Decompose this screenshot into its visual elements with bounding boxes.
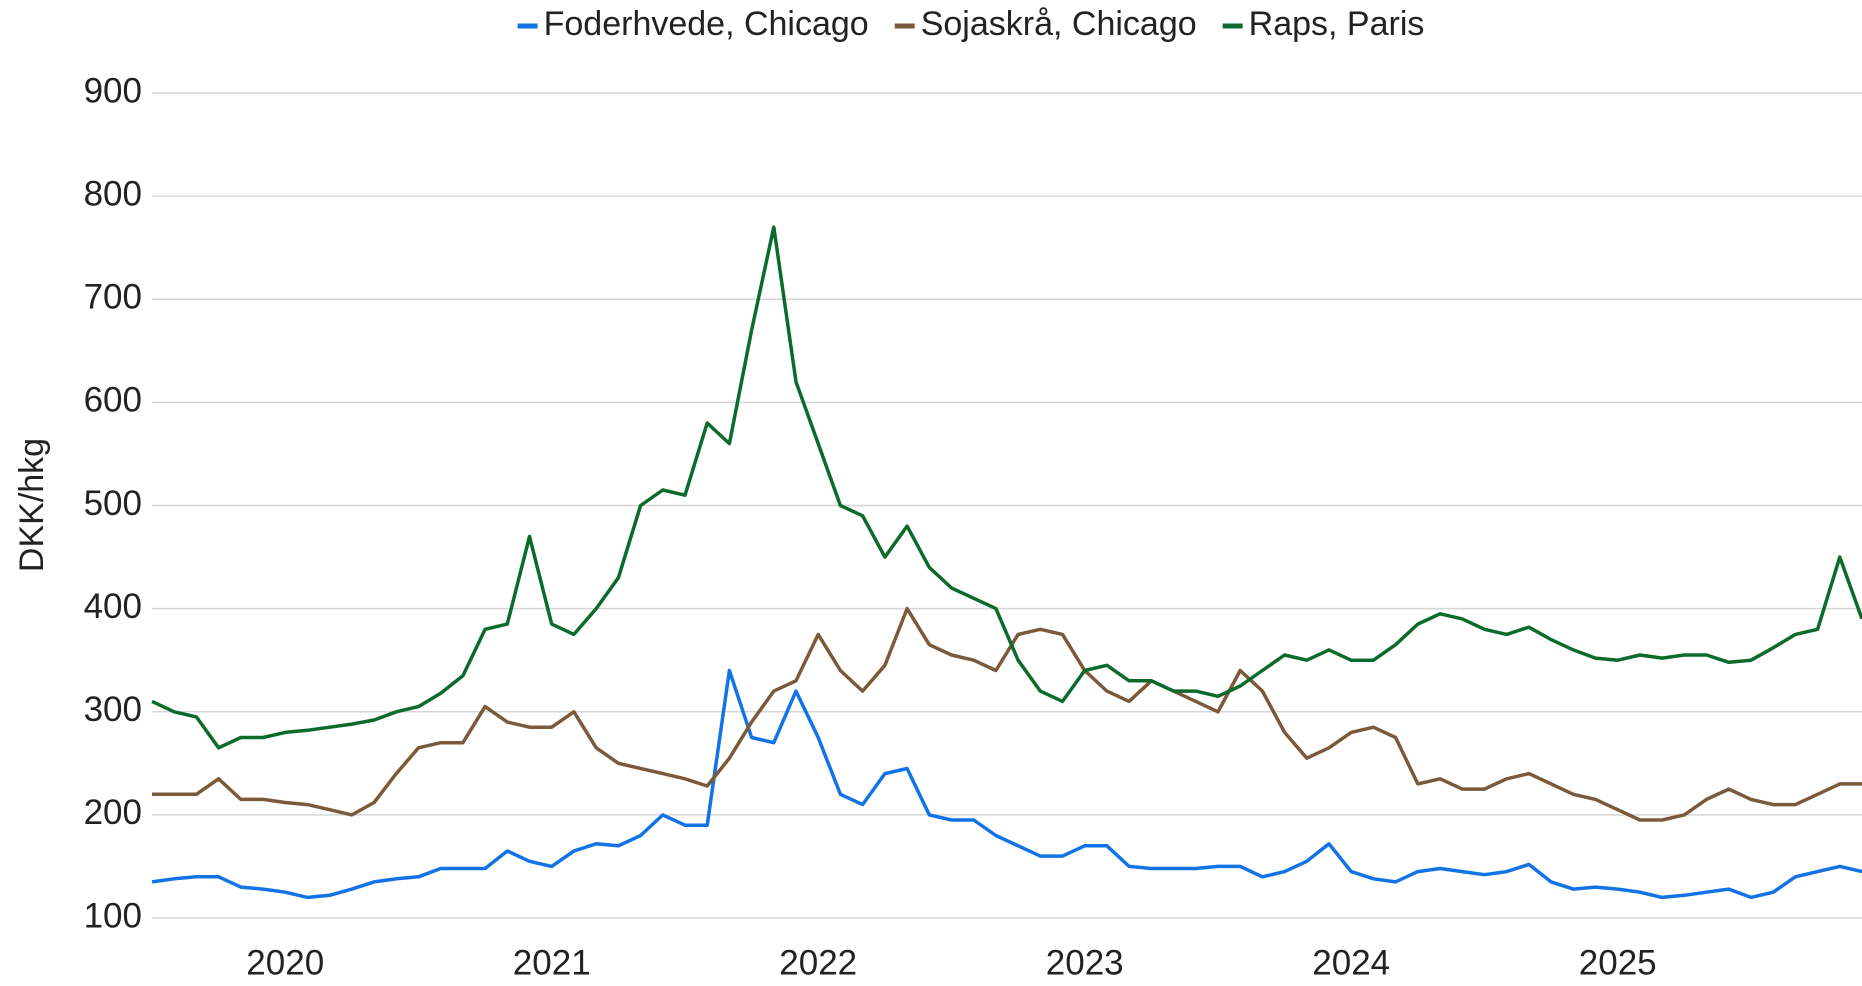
y-tick-label: 200 xyxy=(84,793,142,832)
y-tick-label: 500 xyxy=(84,484,142,523)
y-tick-label: 300 xyxy=(84,690,142,729)
y-tick-label: 800 xyxy=(84,174,142,213)
y-tick-label: 900 xyxy=(84,71,142,110)
legend-item: Raps, Paris xyxy=(1222,5,1425,43)
x-tick-label: 2021 xyxy=(513,943,591,982)
y-axis-title: DKK/hkg xyxy=(13,438,51,572)
x-tick-label: 2024 xyxy=(1312,943,1390,982)
y-tick-label: 400 xyxy=(84,587,142,626)
x-tick-label: 2022 xyxy=(779,943,857,982)
line-series xyxy=(152,606,1862,822)
y-tick-label: 100 xyxy=(84,896,142,935)
y-tick-label: 600 xyxy=(84,381,142,420)
line-series xyxy=(151,668,1862,900)
x-tick-label: 2025 xyxy=(1579,943,1657,982)
x-tick-label: 2023 xyxy=(1046,943,1124,982)
x-tick-label: 2020 xyxy=(246,943,324,982)
y-tick-label: 700 xyxy=(84,278,142,317)
legend-item: Sojaskrå, Chicago xyxy=(894,5,1197,43)
legend-item: Foderhvede, Chicago xyxy=(517,5,869,43)
legend-label: Raps, Paris xyxy=(1249,5,1425,43)
legend-label: Sojaskrå, Chicago xyxy=(921,5,1197,43)
legend: Foderhvede, Chicago Sojaskrå, Chicago Raps… xyxy=(517,5,1425,43)
line-series xyxy=(151,225,1862,750)
legend-label: Foderhvede, Chicago xyxy=(544,5,869,43)
